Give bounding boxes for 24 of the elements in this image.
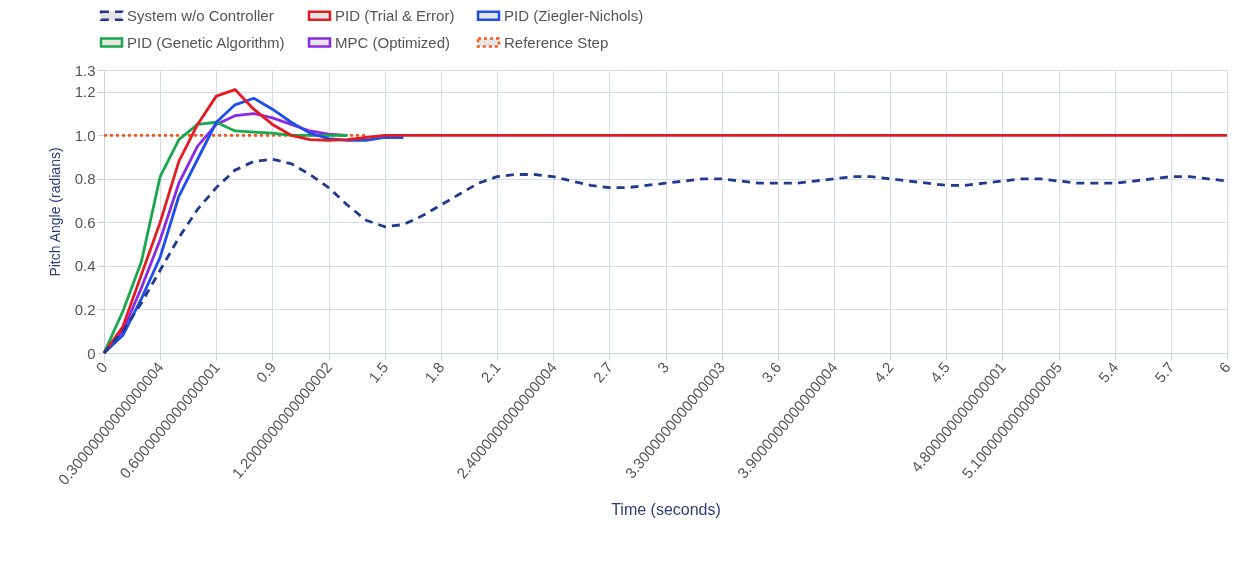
y-tick-label: 0.6	[74, 213, 96, 231]
x-tick-label: 6	[1215, 358, 1234, 377]
y-axis-title: Pitch Angle (radians)	[46, 147, 63, 277]
y-tick-label: 0.4	[74, 257, 96, 275]
y-tick-label: 1.3	[74, 61, 96, 79]
line-series	[102, 96, 405, 355]
x-tick-label: 1.5	[364, 358, 392, 386]
legend-label: PID (Genetic Algorithm)	[127, 33, 285, 51]
y-tick-label: 0.2	[74, 300, 96, 318]
x-tick-label: 5.4	[1094, 358, 1122, 386]
legend-label: MPC (Optimized)	[335, 33, 451, 51]
x-tick-label: 4.2	[870, 358, 897, 386]
legend-label: PID (Ziegler-Nichols)	[504, 6, 644, 24]
legend-label: System w/o Controller	[127, 6, 274, 24]
x-tick-label: 5.7	[1151, 358, 1178, 386]
x-tick-label: 2.7	[589, 358, 616, 386]
x-axis-title: Time (seconds)	[611, 500, 721, 518]
legend-label: PID (Trial & Error)	[335, 6, 455, 24]
y-tick-label: 1.0	[74, 126, 96, 144]
x-tick-label: 1.8	[421, 358, 448, 386]
y-tick-label: 1.2	[74, 83, 96, 101]
legend-label: Reference Step	[504, 33, 609, 51]
y-tick-label: 0	[87, 344, 96, 362]
y-tick-label: 0.8	[74, 170, 96, 188]
